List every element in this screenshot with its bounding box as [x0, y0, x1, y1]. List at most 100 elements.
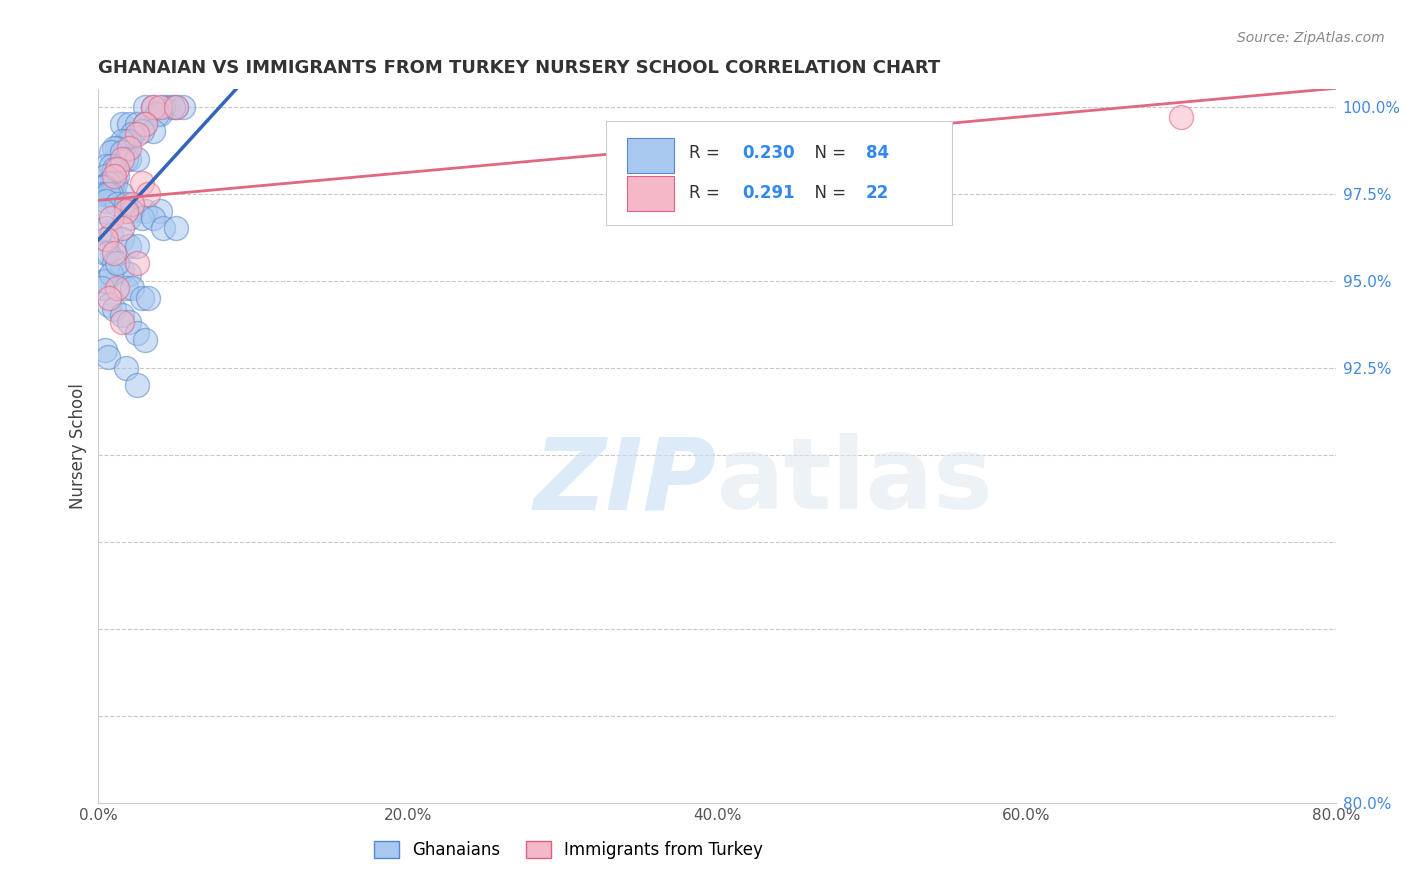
Text: ZIP: ZIP [534, 434, 717, 530]
Text: GHANAIAN VS IMMIGRANTS FROM TURKEY NURSERY SCHOOL CORRELATION CHART: GHANAIAN VS IMMIGRANTS FROM TURKEY NURSE… [98, 59, 941, 77]
Point [111, 309, 134, 323]
Point [121, 197, 143, 211]
Text: Source: ZipAtlas.com: Source: ZipAtlas.com [1237, 31, 1385, 45]
Point [96, 221, 118, 235]
Point [96, 159, 118, 173]
Text: R =: R = [689, 184, 724, 202]
Point [105, 197, 128, 211]
Text: atlas: atlas [717, 434, 994, 530]
Point [97, 186, 120, 201]
Point [115, 360, 138, 375]
Point [104, 176, 127, 190]
Point [103, 245, 125, 260]
Point [90, 186, 112, 201]
Point [105, 141, 128, 155]
Text: N =: N = [804, 184, 851, 202]
Point [121, 204, 143, 219]
Point [111, 117, 134, 131]
Point [134, 117, 156, 131]
Point [93, 179, 115, 194]
Point [111, 145, 134, 159]
Point [142, 100, 165, 114]
Y-axis label: Nursery School: Nursery School [69, 383, 87, 509]
Text: 0.230: 0.230 [742, 145, 794, 162]
Point [127, 152, 149, 166]
Point [149, 106, 172, 120]
Point [142, 124, 165, 138]
Point [111, 152, 134, 166]
Point [100, 159, 122, 173]
Point [105, 256, 128, 270]
Point [118, 315, 141, 329]
Point [96, 274, 118, 288]
Point [118, 135, 141, 149]
Point [103, 301, 125, 316]
Text: 22: 22 [866, 184, 889, 202]
Point [98, 176, 121, 190]
Point [103, 169, 125, 184]
Point [103, 186, 125, 201]
Point [127, 256, 149, 270]
Point [142, 211, 165, 225]
Point [93, 245, 115, 260]
Point [131, 176, 153, 190]
Text: 84: 84 [866, 145, 889, 162]
Point [152, 100, 174, 114]
Point [90, 280, 112, 294]
Point [118, 267, 141, 281]
Point [98, 298, 121, 312]
Point [121, 280, 143, 294]
Point [100, 228, 122, 243]
Point [96, 232, 118, 246]
Point [96, 194, 118, 208]
Point [162, 100, 184, 114]
Point [115, 135, 138, 149]
Point [131, 291, 153, 305]
Point [100, 186, 122, 201]
Point [100, 267, 122, 281]
Point [93, 343, 115, 358]
Point [1170, 110, 1192, 124]
Point [91, 274, 114, 288]
Point [111, 315, 134, 329]
Point [127, 326, 149, 340]
Point [115, 197, 138, 211]
Point [97, 350, 120, 364]
Point [118, 117, 141, 131]
Point [91, 204, 114, 219]
Point [136, 186, 159, 201]
Point [146, 106, 169, 120]
Point [111, 186, 134, 201]
Point [111, 232, 134, 246]
Point [103, 162, 125, 177]
Point [98, 291, 121, 305]
Text: R =: R = [689, 145, 724, 162]
Point [105, 280, 128, 294]
Text: 0.291: 0.291 [742, 184, 794, 202]
Point [136, 291, 159, 305]
Point [121, 128, 143, 142]
FancyBboxPatch shape [606, 121, 952, 225]
Legend: Ghanaians, Immigrants from Turkey: Ghanaians, Immigrants from Turkey [367, 834, 769, 866]
Point [105, 162, 128, 177]
Point [131, 211, 153, 225]
Point [103, 141, 125, 155]
FancyBboxPatch shape [627, 177, 673, 211]
Point [111, 221, 134, 235]
Point [152, 221, 174, 235]
Point [127, 128, 149, 142]
Point [157, 100, 180, 114]
Point [91, 179, 114, 194]
FancyBboxPatch shape [627, 138, 673, 173]
Point [111, 135, 134, 149]
Point [100, 211, 122, 225]
Point [173, 100, 195, 114]
Point [149, 204, 172, 219]
Point [97, 176, 120, 190]
Point [118, 152, 141, 166]
Point [127, 378, 149, 392]
Point [134, 333, 156, 347]
Point [96, 169, 118, 184]
Point [115, 204, 138, 219]
Point [127, 239, 149, 253]
